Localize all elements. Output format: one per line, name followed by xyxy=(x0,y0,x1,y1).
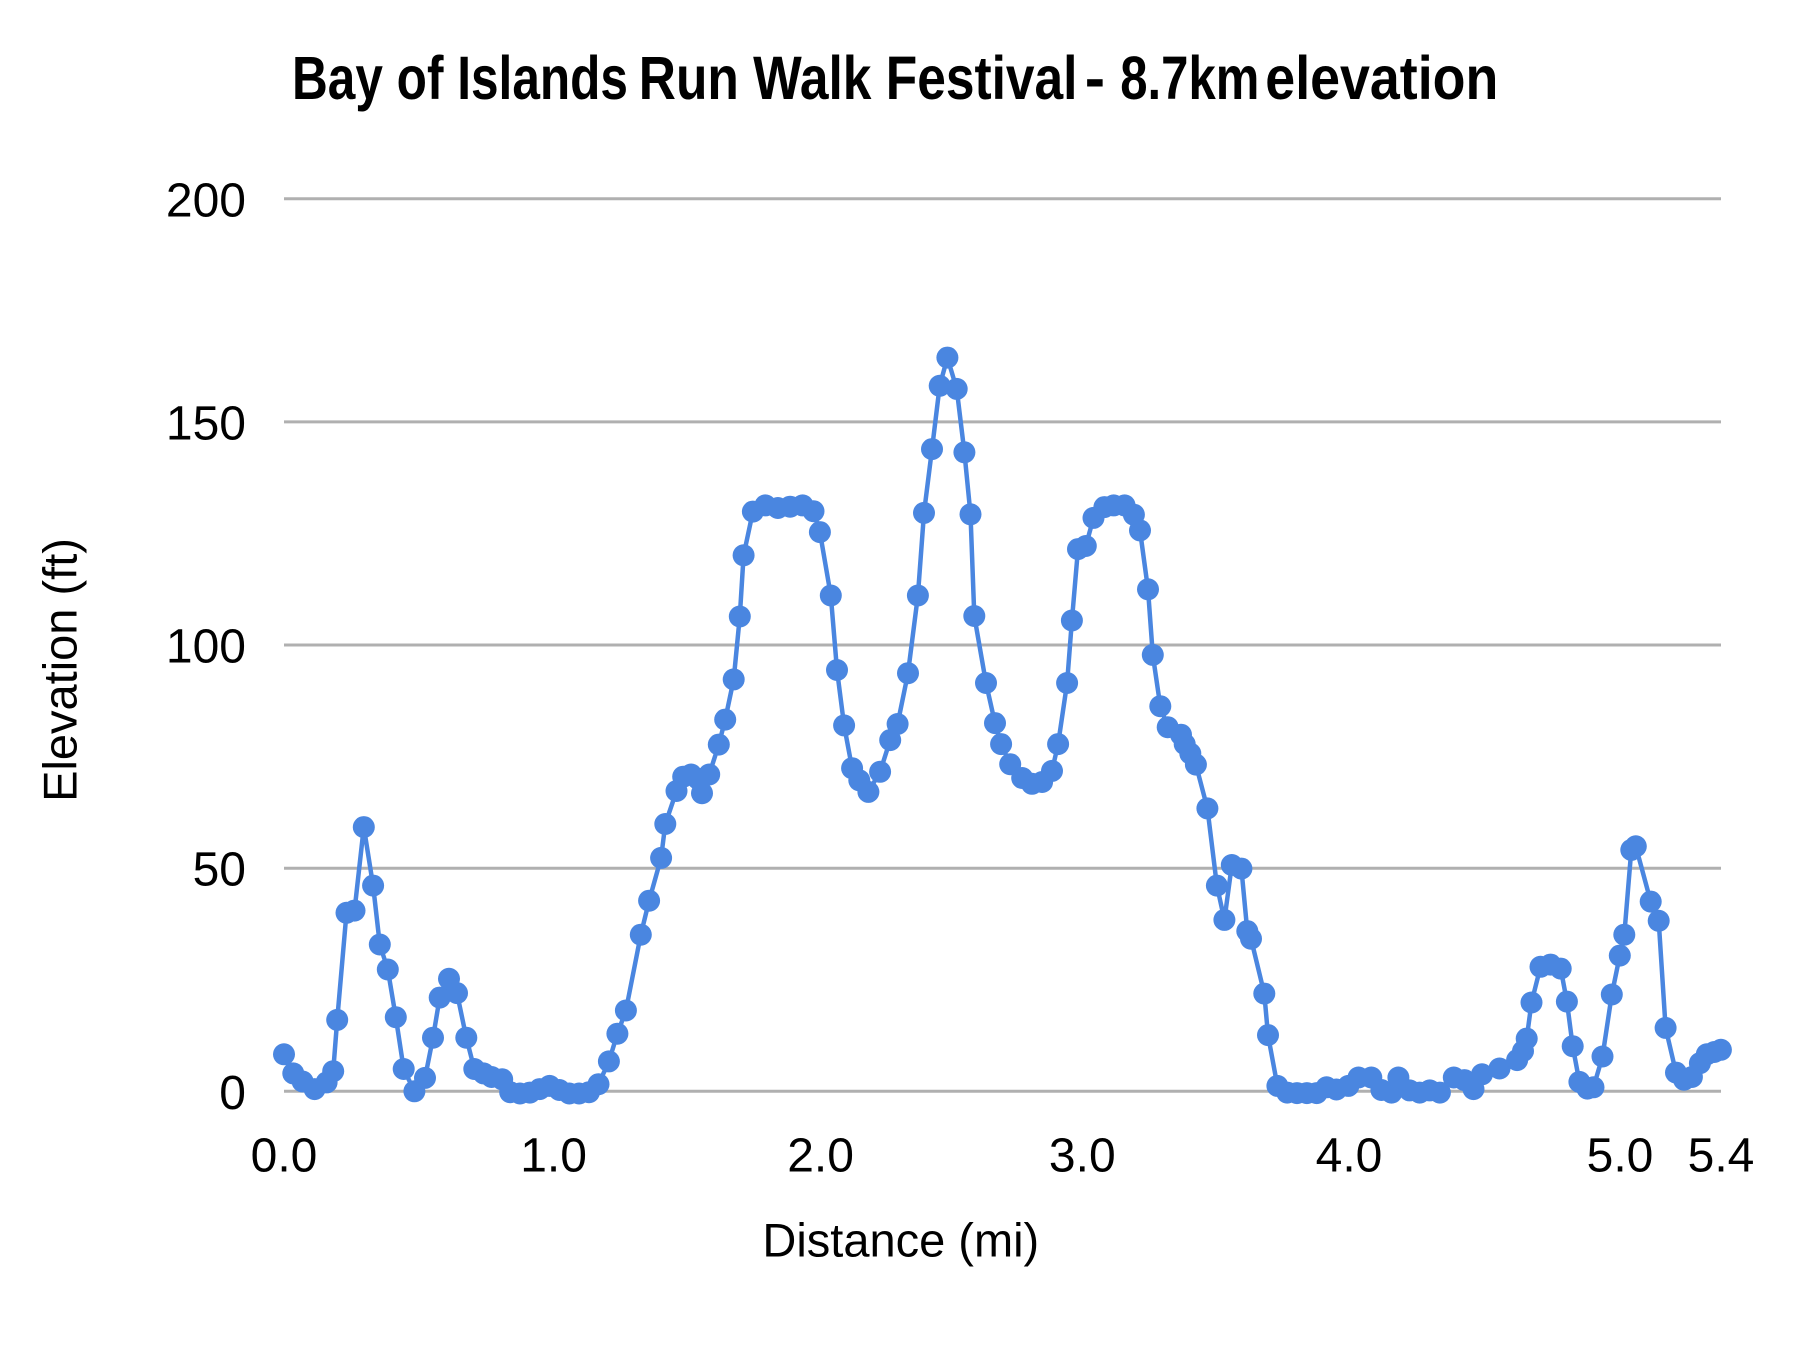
svg-text:-: - xyxy=(1085,44,1105,112)
svg-text:2.0: 2.0 xyxy=(787,1130,854,1183)
svg-text:Run Walk Festival: Run Walk Festival xyxy=(639,44,1078,112)
svg-text:200: 200 xyxy=(166,174,246,227)
svg-text:100: 100 xyxy=(166,621,246,674)
svg-text:Bay of Islands: Bay of Islands xyxy=(292,44,628,112)
svg-text:0.0: 0.0 xyxy=(251,1130,318,1183)
svg-text:1.0: 1.0 xyxy=(520,1130,587,1183)
svg-text:50: 50 xyxy=(193,844,246,897)
svg-text:5.0: 5.0 xyxy=(1587,1130,1654,1183)
svg-text:0: 0 xyxy=(219,1067,246,1120)
svg-text:Distance (mi): Distance (mi) xyxy=(762,1214,1039,1267)
svg-text:3.0: 3.0 xyxy=(1049,1130,1116,1183)
svg-text:150: 150 xyxy=(166,397,246,450)
svg-text:5.4: 5.4 xyxy=(1688,1130,1755,1183)
svg-text:elevation: elevation xyxy=(1265,44,1498,112)
svg-text:Elevation (ft): Elevation (ft) xyxy=(34,538,87,802)
svg-text:4.0: 4.0 xyxy=(1316,1130,1383,1183)
svg-text:8.7km: 8.7km xyxy=(1120,44,1259,112)
